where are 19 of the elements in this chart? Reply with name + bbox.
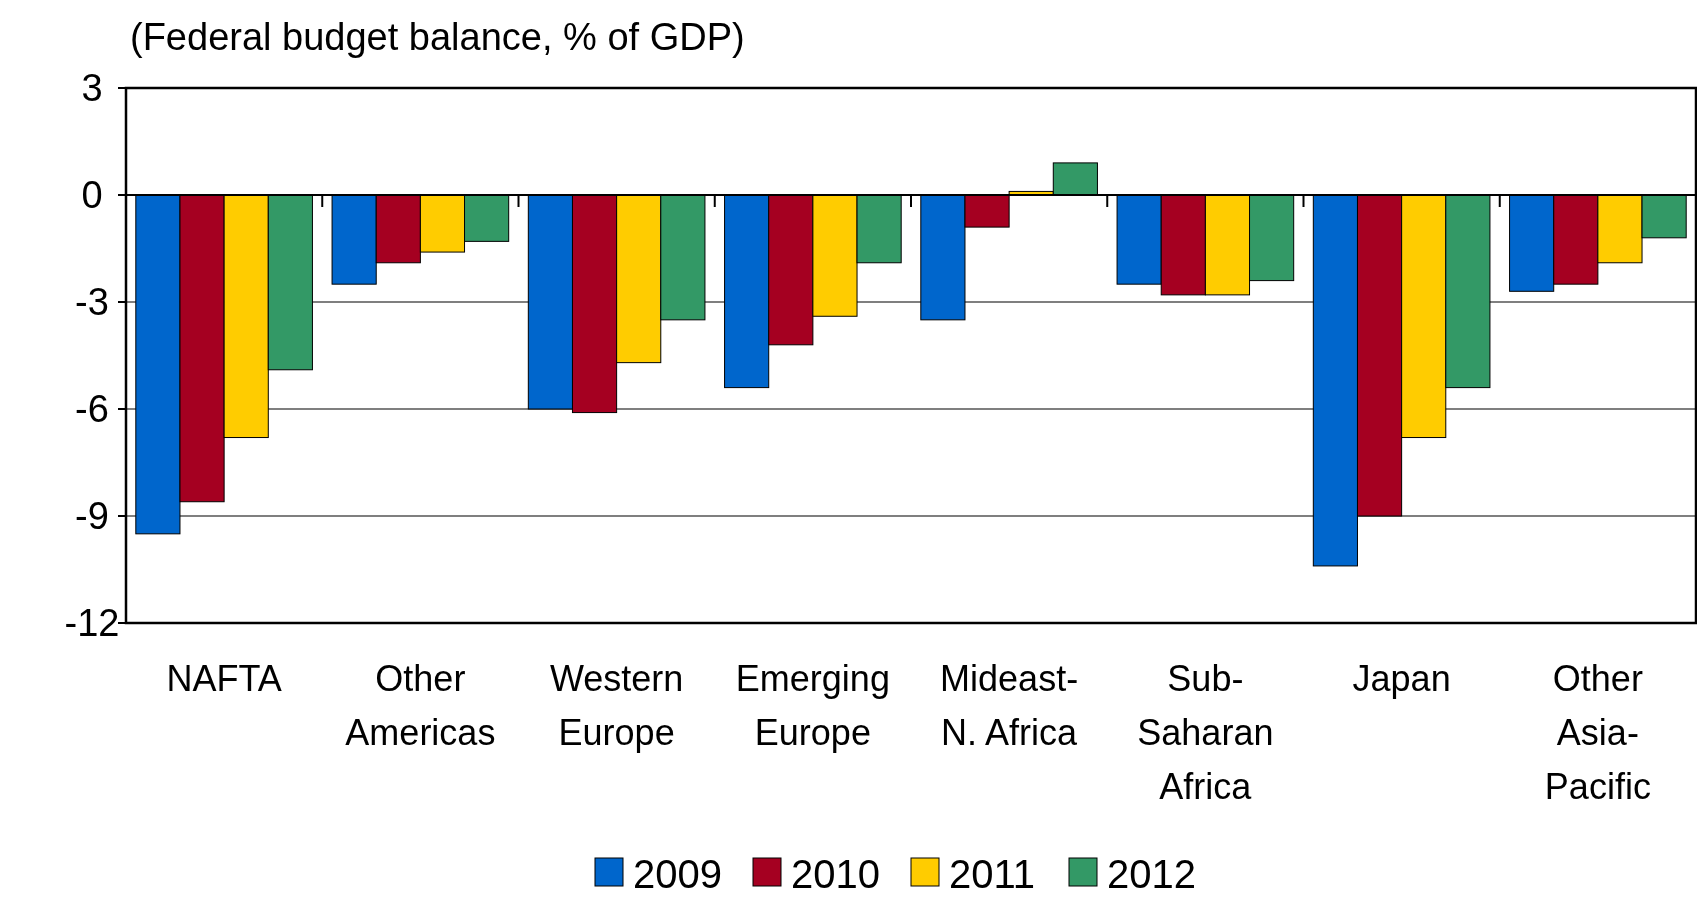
- x-tick-label: Japan: [1352, 658, 1451, 699]
- x-tick-label: Emerging Europe: [735, 658, 890, 753]
- legend-label: 2010: [791, 852, 880, 896]
- chart-title: (Federal budget balance, % of GDP): [130, 16, 745, 58]
- y-tick-label: -6: [75, 388, 109, 431]
- legend-label: 2011: [949, 852, 1036, 896]
- x-tick-label: Mideast- N. Africa: [940, 658, 1079, 753]
- x-tick-label: Sub- Saharan Africa: [1137, 658, 1274, 807]
- x-tick-label: Other Asia- Pacific: [1544, 658, 1651, 807]
- x-tick-label: Western Europe: [549, 658, 684, 753]
- y-tick-label: -9: [75, 495, 109, 538]
- y-tick-label: 3: [81, 67, 103, 110]
- x-tick-label: Other Americas: [345, 658, 496, 753]
- y-tick-label: 0: [81, 174, 103, 217]
- y-tick-label: -3: [75, 281, 109, 324]
- x-tick-label: NAFTA: [166, 658, 282, 699]
- legend-label: 2009: [633, 852, 722, 896]
- y-tick-label: -12: [64, 602, 120, 645]
- legend-label: 2012: [1107, 852, 1196, 896]
